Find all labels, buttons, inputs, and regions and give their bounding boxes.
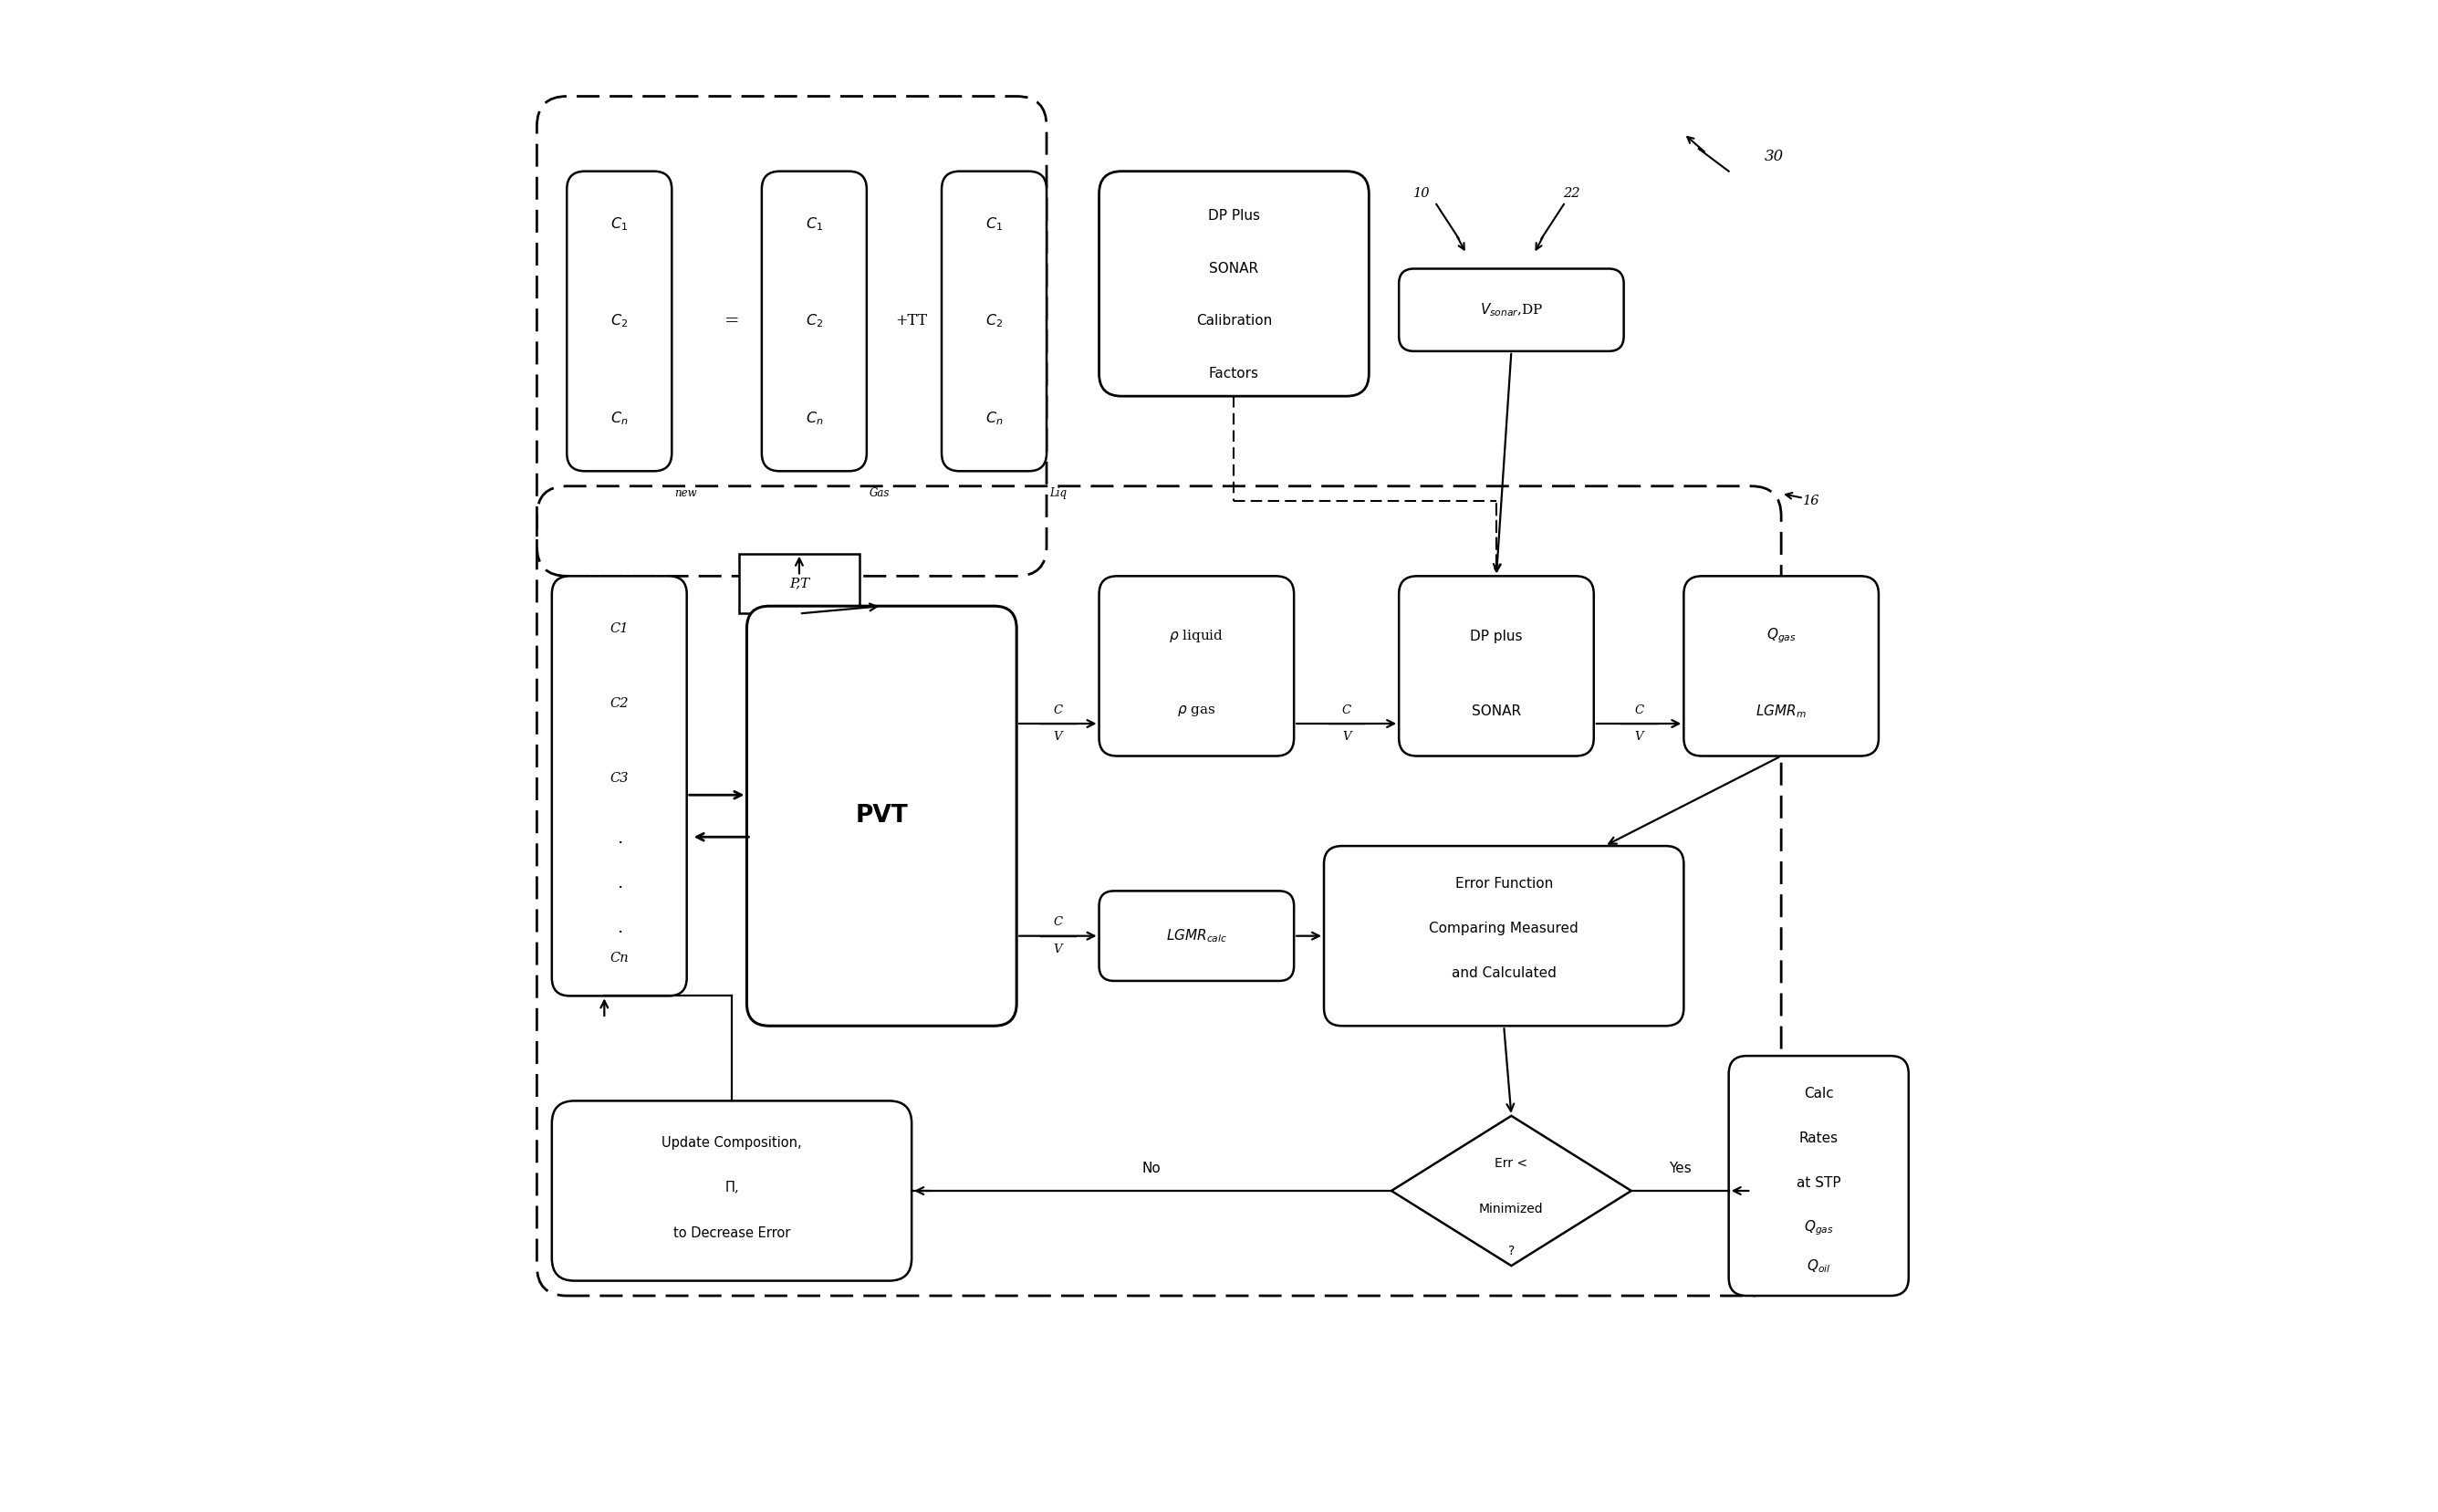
- Text: Update Composition,: Update Composition,: [661, 1136, 802, 1149]
- Text: $C_2$: $C_2$: [985, 313, 1002, 330]
- Text: DP plus: DP plus: [1470, 629, 1524, 643]
- FancyBboxPatch shape: [568, 171, 673, 472]
- Text: $C_1$: $C_1$: [610, 215, 629, 233]
- FancyBboxPatch shape: [1100, 891, 1295, 981]
- Text: 16: 16: [1802, 494, 1819, 508]
- Text: $LGMR_{calc}$: $LGMR_{calc}$: [1165, 927, 1226, 945]
- FancyBboxPatch shape: [746, 606, 1017, 1025]
- Text: $C_2$: $C_2$: [610, 313, 629, 330]
- Text: V: V: [1633, 732, 1643, 742]
- FancyBboxPatch shape: [1729, 1055, 1909, 1296]
- FancyBboxPatch shape: [1399, 576, 1594, 756]
- Text: $Q_{gas}$: $Q_{gas}$: [1765, 626, 1797, 646]
- Text: and Calculated: and Calculated: [1451, 966, 1555, 980]
- Text: .: .: [617, 830, 622, 847]
- Text: new: new: [675, 488, 697, 499]
- Text: ?: ?: [1509, 1244, 1514, 1256]
- Text: C: C: [1053, 705, 1063, 717]
- Text: $\rho$ liquid: $\rho$ liquid: [1170, 627, 1224, 644]
- Text: C3: C3: [610, 773, 629, 785]
- Text: $V_{sonar}$,DP: $V_{sonar}$,DP: [1480, 301, 1543, 319]
- Text: 10: 10: [1414, 187, 1429, 200]
- Text: $Q_{oil}$: $Q_{oil}$: [1807, 1258, 1831, 1275]
- Text: Minimized: Minimized: [1480, 1202, 1543, 1216]
- Text: .: .: [617, 921, 622, 936]
- FancyBboxPatch shape: [761, 171, 865, 472]
- Text: P,T: P,T: [790, 578, 809, 590]
- Text: $C_2$: $C_2$: [805, 313, 824, 330]
- Bar: [739, 553, 858, 614]
- Text: 22: 22: [1563, 187, 1580, 200]
- Text: Factors: Factors: [1209, 367, 1258, 381]
- Text: SONAR: SONAR: [1209, 262, 1258, 275]
- Text: Cn: Cn: [610, 953, 629, 965]
- Text: $C_n$: $C_n$: [985, 410, 1002, 428]
- Text: SONAR: SONAR: [1473, 705, 1521, 718]
- Text: $C_1$: $C_1$: [985, 215, 1002, 233]
- Text: No: No: [1141, 1161, 1160, 1175]
- FancyBboxPatch shape: [941, 171, 1046, 472]
- Text: $Q_{gas}$: $Q_{gas}$: [1804, 1219, 1833, 1238]
- Text: Liq: Liq: [1051, 488, 1068, 499]
- FancyBboxPatch shape: [1324, 845, 1685, 1025]
- FancyBboxPatch shape: [1100, 576, 1295, 756]
- Text: PVT: PVT: [856, 804, 907, 829]
- Text: V: V: [1053, 943, 1063, 956]
- Text: Err <: Err <: [1494, 1157, 1529, 1170]
- FancyBboxPatch shape: [1100, 171, 1368, 396]
- Text: C: C: [1633, 705, 1643, 717]
- Text: Calc: Calc: [1804, 1087, 1833, 1101]
- Text: .: .: [617, 875, 622, 892]
- Text: $\rho$ gas: $\rho$ gas: [1178, 703, 1217, 718]
- Text: Comparing Measured: Comparing Measured: [1429, 922, 1577, 936]
- Text: V: V: [1053, 732, 1063, 742]
- FancyBboxPatch shape: [1685, 576, 1880, 756]
- Text: to Decrease Error: to Decrease Error: [673, 1226, 790, 1240]
- FancyBboxPatch shape: [536, 97, 1046, 576]
- FancyBboxPatch shape: [1399, 269, 1624, 351]
- Text: DP Plus: DP Plus: [1207, 209, 1260, 224]
- FancyBboxPatch shape: [551, 576, 688, 996]
- Text: $LGMR_m$: $LGMR_m$: [1755, 703, 1807, 720]
- Text: C: C: [1053, 916, 1063, 928]
- Text: =: =: [724, 313, 739, 330]
- Text: $C_1$: $C_1$: [805, 215, 824, 233]
- Polygon shape: [1392, 1116, 1631, 1266]
- Text: +TT: +TT: [895, 313, 926, 330]
- Text: Calibration: Calibration: [1197, 314, 1273, 328]
- FancyBboxPatch shape: [551, 1101, 912, 1281]
- Text: Error Function: Error Function: [1455, 877, 1553, 891]
- Text: $C_n$: $C_n$: [610, 410, 629, 428]
- Text: C: C: [1341, 705, 1351, 717]
- Text: V: V: [1341, 732, 1351, 742]
- Text: C1: C1: [610, 621, 629, 635]
- Text: $\Pi$,: $\Pi$,: [724, 1179, 739, 1196]
- Text: Yes: Yes: [1668, 1161, 1692, 1175]
- Text: 30: 30: [1765, 148, 1785, 163]
- Text: $C_n$: $C_n$: [805, 410, 824, 428]
- Text: at STP: at STP: [1797, 1176, 1841, 1190]
- Text: Gas: Gas: [870, 488, 890, 499]
- Text: C2: C2: [610, 697, 629, 711]
- Text: Rates: Rates: [1799, 1131, 1838, 1145]
